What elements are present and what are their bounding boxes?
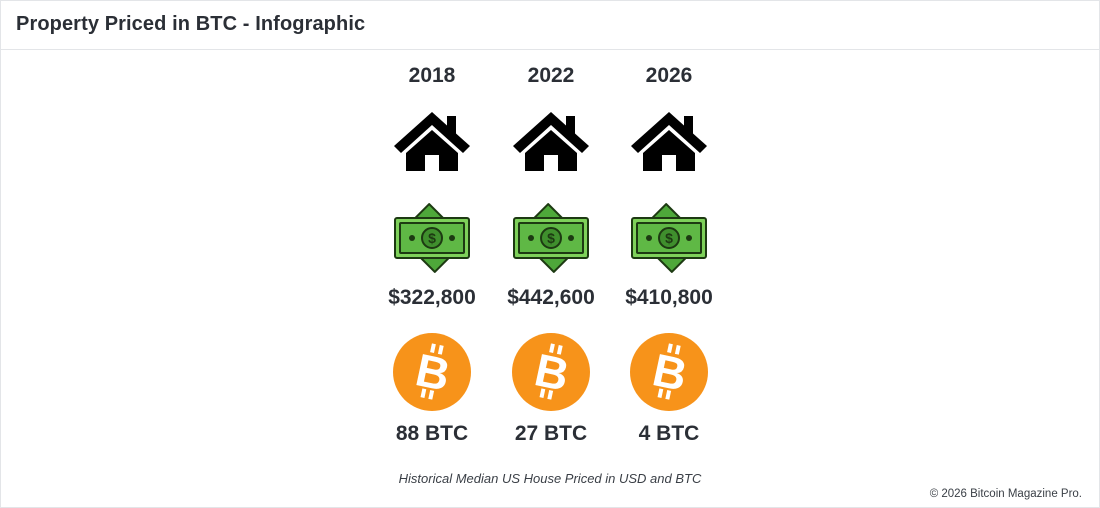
svg-text:$: $ xyxy=(665,230,673,246)
usd-price: $410,800 xyxy=(625,286,713,309)
usd-price: $322,800 xyxy=(388,286,476,309)
infographic-column-2018: 2018 $ $322,800 B 88 BTC xyxy=(372,50,492,450)
dollar-bill-icon: $ xyxy=(394,203,470,273)
dollar-bill-icon: $ xyxy=(513,203,589,273)
btc-price: 88 BTC xyxy=(395,422,469,445)
svg-text:$: $ xyxy=(547,230,555,246)
dollar-bill-icon: $ xyxy=(631,203,707,273)
chart-caption: Historical Median US House Priced in USD… xyxy=(398,471,702,486)
svg-text:$: $ xyxy=(428,230,436,246)
btc-price: 4 BTC xyxy=(638,422,700,445)
bitcoin-icon: B xyxy=(393,333,471,411)
usd-price: $442,600 xyxy=(507,286,595,309)
copyright-notice: © 2026 Bitcoin Magazine Pro. xyxy=(929,488,1082,500)
btc-price: 27 BTC xyxy=(514,422,588,445)
header-bar: Property Priced in BTC - Infographic xyxy=(0,0,1100,50)
bitcoin-icon: B xyxy=(512,333,590,411)
year-label: 2026 xyxy=(645,64,693,87)
page-title: Property Priced in BTC - Infographic xyxy=(16,13,366,35)
bitcoin-icon: B xyxy=(630,333,708,411)
house-icon xyxy=(513,112,589,171)
infographic-column-2026: 2026 $ $410,800 B 4 BTC xyxy=(609,50,729,450)
year-label: 2018 xyxy=(408,64,456,87)
infographic-column-2022: 2022 $ $442,600 B 27 BTC xyxy=(491,50,611,450)
house-icon xyxy=(631,112,707,171)
year-label: 2022 xyxy=(527,64,575,87)
house-icon xyxy=(394,112,470,171)
